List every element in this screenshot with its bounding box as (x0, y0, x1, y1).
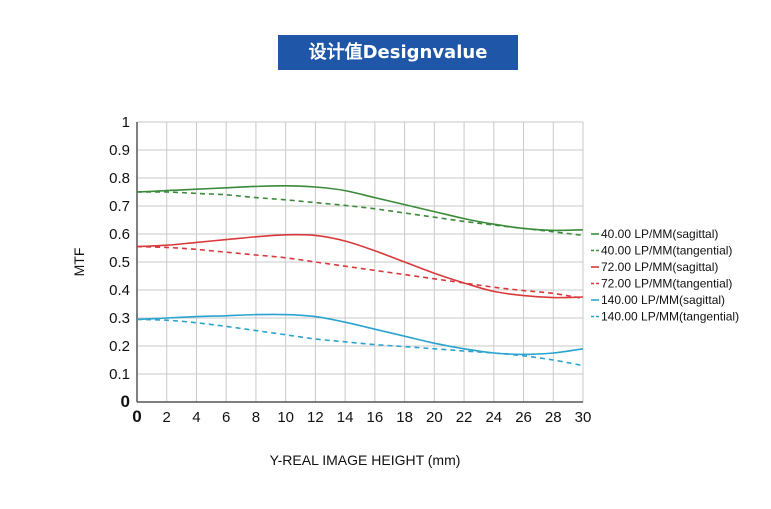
series-line-4 (136, 245, 584, 300)
series-line-2 (136, 191, 584, 237)
x-tick-label: 4 (192, 409, 200, 426)
x-tick-label: 12 (307, 409, 324, 426)
series-lines (136, 184, 584, 367)
y-tick-labels: 0 0.1 0.2 0.3 0.4 0.5 0.6 0.7 0.8 0.9 1 (109, 114, 130, 411)
axes (136, 122, 583, 403)
x-tick-label: 22 (456, 409, 473, 426)
x-tick-label: 2 (163, 409, 171, 426)
series-line-5 (136, 313, 584, 356)
y-tick-label: 1 (122, 114, 130, 131)
x-tick-label: 18 (396, 409, 413, 426)
legend: 40.00 LP/MM(sagittal) 40.00 LP/MM(tangent… (591, 227, 739, 324)
series-line-6 (136, 318, 584, 367)
x-tick-label: 16 (367, 409, 384, 426)
legend-entry: 140.00 LP/MM(sagittal) (601, 293, 725, 307)
y-tick-label: 0.7 (109, 198, 130, 215)
y-tick-label: 0.8 (109, 170, 130, 187)
x-tick-label: 30 (575, 409, 592, 426)
x-tick-labels: 0 2 4 6 8 10 12 14 16 18 20 22 24 26 28 30 (132, 407, 591, 426)
chart-title: 设计值Designvalue (278, 35, 518, 70)
series-line-3 (136, 233, 584, 299)
y-tick-label: 0.1 (109, 366, 130, 383)
x-tick-label: 10 (277, 409, 294, 426)
y-tick-label: 0.4 (109, 282, 130, 299)
legend-entry: 140.00 LP/MM(tangential) (601, 310, 739, 324)
legend-entry: 40.00 LP/MM(tangential) (601, 244, 732, 258)
x-tick-label: 24 (485, 409, 502, 426)
x-tick-label: 14 (337, 409, 354, 426)
x-tick-label: 8 (252, 409, 260, 426)
series-line-1 (136, 184, 584, 232)
x-tick-label: 28 (545, 409, 562, 426)
x-tick-label: 6 (222, 409, 230, 426)
y-tick-label: 0 (121, 392, 130, 411)
legend-entry: 72.00 LP/MM(sagittal) (601, 260, 718, 274)
y-tick-label: 0.3 (109, 310, 130, 327)
grid-lines (136, 121, 584, 403)
y-tick-label: 0.2 (109, 338, 130, 355)
y-tick-label: 0.9 (109, 142, 130, 159)
y-axis-label: MTF (71, 248, 87, 277)
legend-entry: 40.00 LP/MM(sagittal) (601, 227, 718, 241)
x-axis-label: Y-REAL IMAGE HEIGHT (mm) (270, 452, 461, 468)
y-tick-label: 0.5 (109, 254, 130, 271)
y-tick-label: 0.6 (109, 226, 130, 243)
legend-entry: 72.00 LP/MM(tangential) (601, 277, 732, 291)
x-tick-label: 26 (515, 409, 532, 426)
x-tick-label: 0 (132, 407, 141, 426)
x-tick-label: 20 (426, 409, 443, 426)
